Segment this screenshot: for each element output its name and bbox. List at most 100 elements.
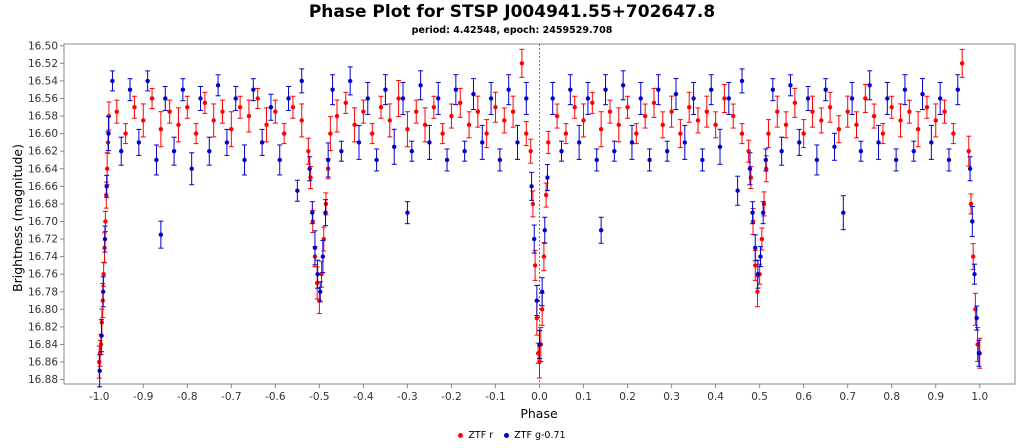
data-point <box>506 87 511 92</box>
data-point <box>440 131 445 136</box>
data-point <box>453 87 459 92</box>
y-tick-label: 16.86 <box>28 357 58 369</box>
data-point <box>629 140 635 145</box>
y-tick-label: 16.60 <box>28 128 58 140</box>
data-point <box>598 127 604 132</box>
data-point <box>444 157 450 163</box>
data-point <box>475 109 481 114</box>
data-point <box>876 140 881 145</box>
data-point <box>251 87 256 92</box>
data-point <box>202 100 208 106</box>
data-point <box>315 271 320 277</box>
data-point <box>299 78 304 84</box>
data-point <box>819 118 824 123</box>
x-tick-label: 0.1 <box>575 391 592 403</box>
data-point <box>792 100 798 106</box>
data-point <box>127 87 133 92</box>
data-point <box>760 210 766 215</box>
data-point <box>224 140 230 145</box>
data-point <box>929 140 934 145</box>
data-point <box>502 118 507 123</box>
data-point <box>537 342 542 347</box>
data-point <box>534 298 540 303</box>
data-point <box>682 140 687 145</box>
data-point <box>937 96 943 101</box>
y-tick-label: 16.56 <box>28 93 58 105</box>
data-point <box>405 127 410 132</box>
data-point <box>907 109 912 114</box>
x-tick-label: -0.2 <box>441 391 462 403</box>
x-tick-label: -1.0 <box>89 391 110 403</box>
data-point <box>104 166 110 171</box>
data-point <box>572 105 577 110</box>
data-point <box>783 122 789 128</box>
data-point <box>193 131 199 136</box>
data-point <box>775 109 780 114</box>
series-ztf-g <box>97 66 982 388</box>
data-point <box>559 148 564 154</box>
data-point <box>471 91 476 97</box>
data-point <box>277 157 282 163</box>
data-point <box>898 118 903 123</box>
data-point <box>933 118 938 123</box>
y-tick-label: 16.80 <box>28 304 58 316</box>
data-point <box>145 78 150 84</box>
data-point <box>620 83 626 88</box>
data-point <box>308 175 313 180</box>
data-point <box>106 131 111 136</box>
data-point <box>554 113 560 119</box>
data-point <box>264 122 269 128</box>
data-point <box>810 109 815 114</box>
x-tick-label: -0.8 <box>177 391 198 403</box>
y-tick-label: 16.62 <box>28 146 58 158</box>
series-ztf-r <box>96 48 983 379</box>
data-point <box>325 157 331 163</box>
x-axis-title: Phase <box>520 406 558 421</box>
data-point <box>700 157 705 163</box>
x-tick-label: 0.5 <box>751 391 768 403</box>
data-point <box>858 148 864 154</box>
y-tick-label: 16.54 <box>28 75 58 87</box>
legend-item-ztf-g: ZTF g-0.71 <box>504 430 566 441</box>
data-point <box>466 122 472 128</box>
data-point <box>942 109 947 114</box>
data-point <box>594 157 599 163</box>
data-point <box>347 78 353 84</box>
data-point <box>739 131 745 136</box>
x-tick-label: 0.4 <box>707 391 724 403</box>
data-point <box>392 144 397 149</box>
data-point <box>612 148 617 154</box>
data-point <box>543 192 549 198</box>
x-tick-label: -0.3 <box>397 391 418 403</box>
x-tick-label: 1.0 <box>971 391 988 403</box>
data-point <box>383 87 388 92</box>
data-point <box>788 83 793 88</box>
data-point <box>642 113 648 119</box>
data-point <box>970 254 976 259</box>
data-point <box>318 289 323 294</box>
data-point <box>686 105 692 110</box>
data-point <box>664 148 670 154</box>
data-point <box>970 219 975 224</box>
data-point <box>753 245 758 251</box>
data-point <box>753 263 758 268</box>
data-point <box>598 228 604 233</box>
data-point <box>814 157 820 163</box>
data-point <box>158 127 164 132</box>
data-point <box>422 122 428 128</box>
data-point <box>801 131 806 136</box>
data-point <box>307 166 312 171</box>
data-point <box>880 131 886 136</box>
data-point <box>704 109 710 114</box>
data-point <box>750 210 755 215</box>
data-point <box>966 148 971 154</box>
data-point <box>607 109 613 114</box>
data-point <box>524 96 529 101</box>
data-point <box>893 157 899 163</box>
data-point <box>97 368 102 374</box>
data-point <box>590 100 595 106</box>
y-tick-label: 16.58 <box>28 111 58 123</box>
data-point <box>550 96 555 101</box>
data-point <box>328 131 333 136</box>
data-point <box>763 157 769 163</box>
